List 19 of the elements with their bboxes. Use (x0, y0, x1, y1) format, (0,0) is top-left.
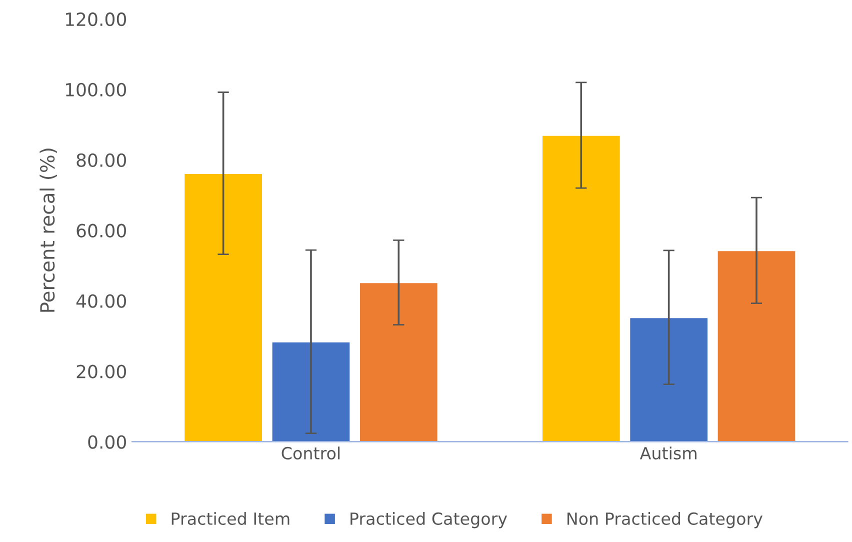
y-tick-label: 20.00 (76, 364, 126, 378)
bar (628, 316, 709, 442)
x-tick-label: Autism (640, 446, 696, 460)
bar (183, 172, 264, 442)
y-tick-label: 100.00 (66, 82, 126, 97)
bar (270, 340, 352, 442)
legend-label: Non Practiced Category (568, 512, 762, 528)
y-axis-title: Percent recal (%) (40, 148, 57, 312)
y-tick-label: 80.00 (76, 153, 126, 168)
x-tick-label: Control (282, 446, 340, 460)
bar (358, 282, 439, 442)
y-tick-label: 0.00 (88, 435, 126, 449)
y-tick-label: 40.00 (76, 294, 126, 308)
legend-label: Practiced Category (350, 512, 508, 528)
bar (541, 134, 622, 442)
y-tick-label: 120.00 (66, 12, 126, 26)
y-tick-label: 60.00 (76, 224, 126, 238)
bar (716, 250, 797, 442)
legend-label: Practiced Item (172, 512, 290, 525)
